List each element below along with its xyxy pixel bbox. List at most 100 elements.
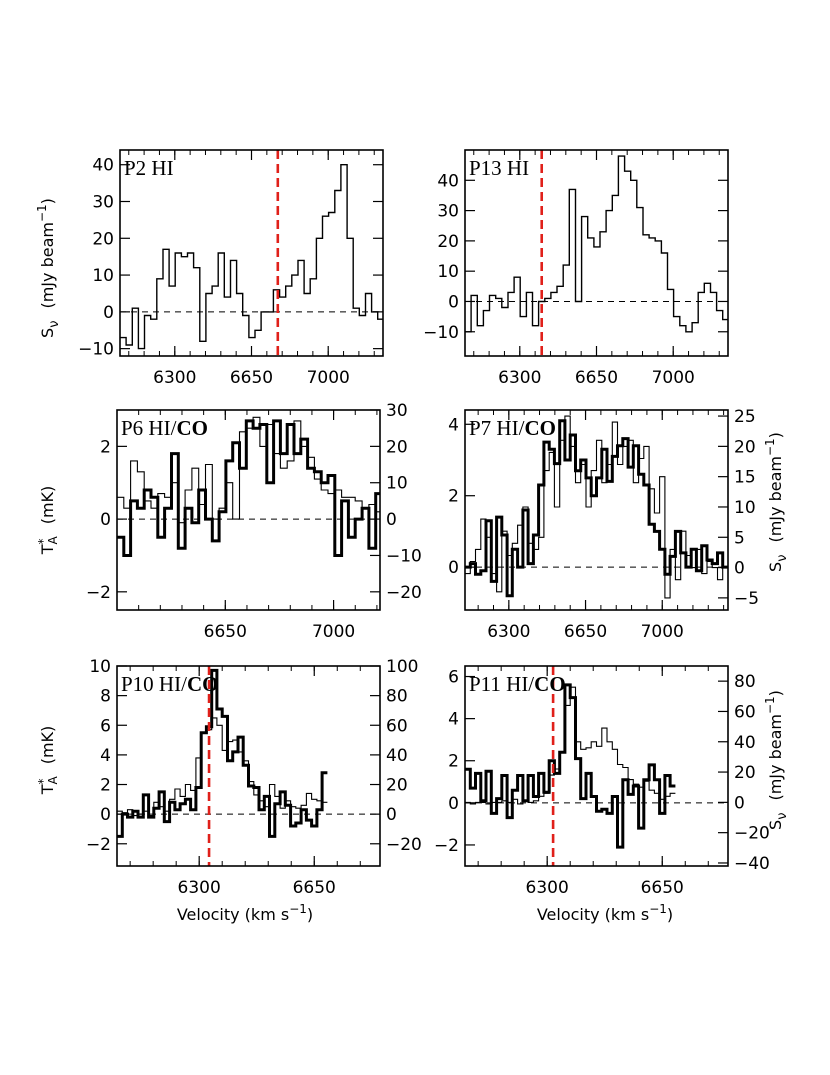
x-tick-label-p13: 6300 [498,368,541,388]
panel-p13: 6300 6650 7000 −10 0 10 20 30 40 P13 HI [423,149,729,388]
y-tick-label-left-p6: 2 [100,437,111,457]
y-tick-label-right-p7: 25 [734,407,756,427]
x-tick-label-p2: 6650 [230,368,273,388]
flux-axis-label-right-middle: Sν(mJy beam−1) [763,432,790,572]
y-tick-label-left-p6: 0 [100,510,111,530]
y-tick-label-right-p6: 20 [386,437,408,457]
x-tick-label-p13: 6650 [575,368,618,388]
frame-p6 [116,409,381,611]
y-tick-label-left-p2: 40 [92,156,114,176]
y-tick-label-right-p10: 80 [386,687,408,707]
y-tick-label-left-p11: −2 [434,836,459,856]
y-tick-label-right-p11: 0 [734,793,745,813]
series-group-p7 [465,415,728,599]
x-tick-label-p7: 6300 [487,622,530,642]
y-tick-label-right-p7: 5 [734,528,745,548]
panel-title-p11: P11 HI/CO [469,672,566,696]
y-tick-label-right-p11: −40 [734,854,770,874]
y-tick-label-right-p10: 60 [386,716,408,736]
y-tick-label-left-p13: 40 [437,171,459,191]
y-tick-label-left-p2: 0 [103,303,114,323]
frame-p13 [464,149,729,357]
panel-title-p13: P13 HI [469,156,529,180]
series-group-p2 [120,164,383,350]
x-tick-label-p11: 6650 [641,878,684,898]
series-group-p10 [117,668,328,838]
x-tick-label-p6: 7000 [312,622,355,642]
temp-axis-label-middle: T*A(mK) [36,486,60,556]
y-tick-label-left-p2: −10 [78,340,114,360]
y-tick-label-left-p7: 4 [448,415,459,435]
y-tick-label-left-p7: 0 [448,558,459,578]
series-line-p10-1 [117,668,328,838]
y-tick-label-right-p11: 40 [734,733,756,753]
y-tick-label-left-p13: 30 [437,202,459,222]
y-tick-label-left-p11: 2 [448,752,459,772]
y-tick-label-right-p11: 60 [734,702,756,722]
y-tick-label-right-p6: 30 [386,401,408,421]
x-tick-label-p13: 7000 [652,368,695,388]
y-tick-label-left-p10: −2 [86,835,111,855]
x-tick-label-p11: 6300 [526,878,569,898]
y-tick-label-left-p10: 8 [100,687,111,707]
flux-axis-label-right-bottom: Sν(mJy beam−1) [763,690,790,830]
y-tick-label-right-p7: 20 [734,437,756,457]
series-line-p7-0 [465,415,728,599]
y-tick-label-left-p11: 4 [448,710,459,730]
flux-axis-label-top: Sν(mJy beam−1) [35,198,62,338]
y-tick-label-right-p6: 10 [386,474,408,494]
y-tick-label-left-p13: 10 [437,262,459,282]
x-tick-label-p7: 6650 [564,622,607,642]
y-tick-label-left-p13: 0 [448,292,459,312]
y-tick-label-left-p6: −2 [86,583,111,603]
y-tick-label-right-p10: 40 [386,746,408,766]
x-tick-label-p10: 6650 [293,878,336,898]
y-tick-label-right-p11: −20 [734,824,770,844]
frame-p10 [116,665,381,867]
y-tick-label-right-p6: −20 [386,583,422,603]
panel-title-p10: P10 HI/CO [121,672,218,696]
x-tick-label-p2: 6300 [153,368,196,388]
panel-p7: 6300 6650 7000 0 2 4 −5 0 5 10 15 20 25 P7 HI/CO [448,407,759,642]
y-tick-label-right-p7: 0 [734,559,745,579]
y-tick-label-left-p11: 0 [448,794,459,814]
y-tick-label-right-p6: −10 [386,546,422,566]
y-tick-label-right-p7: 10 [734,498,756,518]
x-tick-label-p2: 7000 [307,368,350,388]
frame-p11 [464,665,729,867]
series-line-p11-1 [465,683,676,849]
x-tick-label-p6: 6650 [204,622,247,642]
velocity-axis-label-right: Velocity (km s−1) [537,902,673,924]
y-tick-label-left-p7: 2 [448,487,459,507]
y-tick-label-left-p13: 20 [437,232,459,252]
series-group-p13 [465,155,728,333]
y-tick-label-left-p2: 30 [92,193,114,213]
x-tick-label-p7: 7000 [641,622,684,642]
series-group-p11 [465,683,676,849]
y-tick-label-right-p7: 15 [734,468,756,488]
y-tick-label-right-p10: −20 [386,835,422,855]
y-tick-label-left-p10: 6 [100,716,111,736]
y-tick-label-right-p10: 100 [386,657,418,677]
y-tick-label-left-p10: 4 [100,746,111,766]
y-tick-label-left-p10: 2 [100,776,111,796]
y-tick-label-left-p13: −10 [423,323,459,343]
panel-p2: 6300 6650 7000 −10 0 10 20 30 40 P2 HI [78,149,384,388]
frame-p2 [119,149,384,357]
panel-title-p2: P2 HI [124,156,174,180]
y-tick-label-right-p10: 20 [386,776,408,796]
panel-title-p7: P7 HI/CO [469,416,556,440]
y-tick-label-right-p11: 80 [734,672,756,692]
panel-title-p6: P6 HI/CO [121,416,208,440]
frame-p7 [464,409,729,611]
x-tick-label-p10: 6300 [178,878,221,898]
y-tick-label-left-p2: 20 [92,229,114,249]
series-line-p6-1 [117,419,380,557]
y-tick-label-left-p11: 6 [448,668,459,688]
series-line-p7-1 [465,419,728,598]
y-tick-label-left-p10: 0 [100,805,111,825]
y-tick-label-left-p10: 10 [89,657,111,677]
